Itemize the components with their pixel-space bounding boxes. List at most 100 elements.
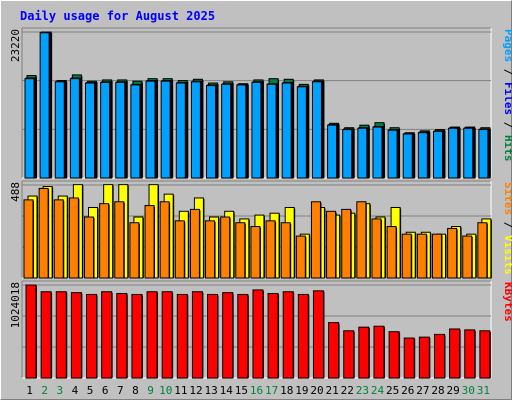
bar-kbytes-day-22 — [343, 330, 355, 379]
legend-entry: Visits — [502, 235, 512, 275]
x-tick-label: 16 — [250, 384, 263, 397]
bar-kbytes-day-19 — [297, 293, 309, 379]
bar-sites-day-4 — [68, 197, 79, 279]
bar-sites-day-26 — [401, 233, 412, 279]
bar-kbytes-day-7 — [116, 293, 128, 379]
bar-sites-day-17 — [265, 220, 276, 279]
bar-pages-day-31 — [478, 129, 489, 179]
bar-pages-day-13 — [206, 85, 217, 179]
legend-entry: Sites — [502, 182, 512, 215]
bar-kbytes-day-2 — [40, 291, 52, 379]
x-tick-label: 23 — [356, 384, 369, 397]
bar-kbytes-day-4 — [70, 292, 82, 379]
bar-pages-day-17 — [266, 83, 277, 179]
bar-pages-day-24 — [372, 126, 383, 179]
bar-pages-day-16 — [251, 81, 262, 179]
bar-pages-day-8 — [130, 84, 141, 179]
bar-kbytes-day-12 — [191, 291, 203, 379]
bar-kbytes-day-29 — [449, 328, 461, 379]
y-axis-max-label: 1024018 — [9, 282, 22, 328]
bar-pages-day-20 — [311, 81, 322, 179]
x-tick-label: 20 — [310, 384, 323, 397]
bar-sites-day-15 — [235, 222, 246, 279]
bar-kbytes-day-31 — [479, 330, 491, 379]
bar-sites-day-1 — [23, 199, 34, 279]
bar-sites-day-23 — [356, 201, 367, 279]
x-tick-label: 11 — [174, 384, 187, 397]
bar-pages-day-21 — [327, 124, 338, 179]
bar-sites-day-9 — [144, 205, 155, 279]
panel-legend: Sites / Visits — [502, 182, 512, 275]
bar-pages-day-22 — [342, 129, 353, 179]
bar-kbytes-day-20 — [312, 290, 324, 379]
bar-sites-day-24 — [371, 218, 382, 279]
x-tick-label: 31 — [477, 384, 490, 397]
x-tick-label: 6 — [102, 384, 109, 397]
bar-kbytes-day-27 — [418, 336, 430, 379]
bar-kbytes-day-21 — [328, 322, 340, 379]
x-tick-label: 25 — [386, 384, 399, 397]
bar-kbytes-day-24 — [373, 325, 385, 379]
bar-sites-day-30 — [462, 235, 473, 279]
bar-kbytes-day-25 — [388, 331, 400, 379]
bar-sites-day-6 — [99, 203, 110, 279]
legend-entry: KBytes — [502, 282, 512, 322]
panel-legend: KBytes — [502, 282, 512, 322]
x-tick-label: 30 — [462, 384, 475, 397]
bar-pages-day-15 — [236, 84, 247, 179]
bar-pages-day-1 — [24, 78, 35, 179]
y-axis-max-label: 23220 — [9, 29, 22, 62]
bar-sites-day-8 — [129, 222, 140, 279]
bar-kbytes-day-13 — [207, 293, 219, 379]
bar-pages-day-11 — [175, 82, 186, 179]
legend-entry: / — [502, 215, 512, 235]
bar-sites-day-14 — [220, 216, 231, 279]
x-tick-label: 8 — [132, 384, 139, 397]
x-tick-label: 7 — [117, 384, 124, 397]
bar-pages-day-30 — [463, 127, 474, 179]
panel-2: 488 Sites / Visits — [9, 180, 512, 279]
bar-pages-day-10 — [160, 80, 171, 179]
x-tick-label: 12 — [189, 384, 202, 397]
bar-sites-day-11 — [174, 220, 185, 279]
x-tick-label: 4 — [72, 384, 79, 397]
panel-3: 1024018 KBytes — [9, 280, 512, 379]
bar-kbytes-day-23 — [358, 326, 370, 379]
bar-sites-day-25 — [386, 226, 397, 279]
x-tick-label: 29 — [447, 384, 460, 397]
bar-sites-day-19 — [295, 235, 306, 279]
bar-pages-day-12 — [190, 81, 201, 179]
x-tick-label: 5 — [87, 384, 94, 397]
bar-pages-day-3 — [54, 81, 65, 179]
x-tick-label: 18 — [280, 384, 293, 397]
bar-pages-day-23 — [357, 127, 368, 179]
bar-kbytes-day-17 — [267, 293, 279, 379]
x-tick-label: 13 — [204, 384, 217, 397]
bar-kbytes-day-16 — [252, 289, 264, 379]
bar-kbytes-day-14 — [222, 292, 234, 379]
bar-kbytes-day-15 — [237, 293, 249, 379]
bar-kbytes-day-3 — [55, 291, 67, 379]
bar-sites-day-5 — [84, 216, 95, 279]
bar-sites-day-10 — [159, 201, 170, 279]
bar-kbytes-day-26 — [403, 337, 415, 379]
legend-entry: / — [502, 115, 512, 135]
bar-pages-day-7 — [115, 81, 126, 179]
x-tick-label: 26 — [401, 384, 414, 397]
bar-sites-day-13 — [205, 220, 216, 279]
bar-sites-day-28 — [431, 233, 442, 279]
x-tick-label: 9 — [147, 384, 154, 397]
x-tick-label: 17 — [265, 384, 278, 397]
x-tick-label: 10 — [159, 384, 172, 397]
bar-pages-day-29 — [448, 127, 459, 179]
bar-sites-day-16 — [250, 226, 261, 279]
bar-sites-day-29 — [447, 227, 458, 279]
panel-1: 23220 Pages / Files / Hits — [9, 27, 512, 179]
bar-kbytes-day-30 — [464, 329, 476, 379]
x-tick-label: 21 — [326, 384, 339, 397]
bar-sites-day-7 — [114, 201, 125, 279]
x-tick-label: 14 — [220, 384, 234, 397]
bar-kbytes-day-1 — [25, 284, 37, 379]
bar-pages-day-25 — [387, 129, 398, 179]
bar-sites-day-2 — [38, 187, 49, 279]
